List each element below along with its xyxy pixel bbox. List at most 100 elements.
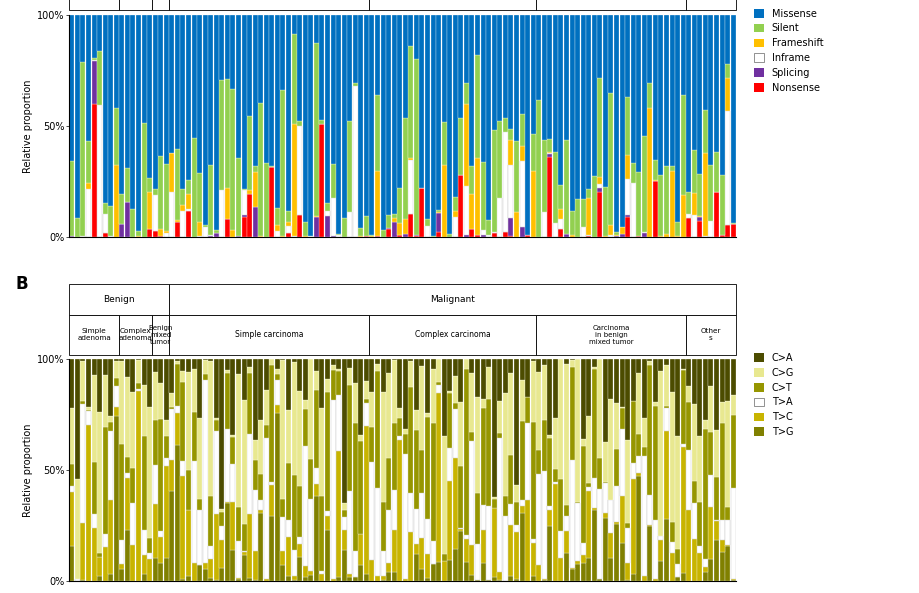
- Bar: [164, 164, 168, 231]
- Bar: [630, 573, 635, 581]
- Bar: [469, 575, 474, 581]
- Bar: [630, 479, 635, 573]
- Bar: [425, 15, 429, 219]
- Bar: [447, 481, 452, 560]
- Bar: [652, 359, 657, 402]
- Bar: [375, 371, 380, 488]
- Bar: [691, 215, 696, 237]
- Bar: [636, 373, 641, 434]
- Bar: [463, 535, 469, 538]
- Bar: [324, 359, 330, 380]
- Bar: [352, 423, 357, 551]
- Bar: [497, 359, 502, 401]
- Bar: [158, 236, 163, 237]
- Bar: [585, 416, 591, 483]
- Bar: [569, 212, 573, 235]
- Bar: [197, 499, 202, 511]
- Bar: [330, 400, 335, 579]
- Bar: [574, 15, 580, 199]
- Bar: [103, 534, 108, 547]
- Bar: [591, 477, 596, 508]
- Bar: [391, 423, 396, 490]
- Bar: [335, 369, 341, 371]
- Y-axis label: Relative proportion: Relative proportion: [23, 79, 33, 173]
- Bar: [80, 580, 85, 581]
- Bar: [602, 514, 607, 518]
- Bar: [180, 382, 186, 461]
- Bar: [480, 162, 485, 229]
- Bar: [164, 466, 168, 557]
- Bar: [596, 15, 602, 78]
- Bar: [191, 563, 197, 581]
- Bar: [514, 485, 518, 502]
- Bar: [463, 186, 469, 235]
- Bar: [153, 505, 157, 558]
- Bar: [69, 486, 74, 492]
- Bar: [602, 482, 607, 483]
- Bar: [469, 432, 474, 441]
- Bar: [364, 216, 369, 236]
- Bar: [308, 359, 313, 458]
- Bar: [474, 493, 480, 544]
- Bar: [108, 206, 113, 236]
- Bar: [280, 236, 285, 237]
- Bar: [607, 500, 613, 533]
- Bar: [291, 34, 296, 124]
- Bar: [618, 15, 624, 227]
- Bar: [613, 524, 618, 581]
- Bar: [669, 542, 674, 553]
- Bar: [441, 554, 447, 561]
- Bar: [541, 212, 546, 237]
- Bar: [430, 15, 435, 236]
- Bar: [224, 219, 230, 237]
- Bar: [258, 15, 263, 103]
- Bar: [375, 236, 380, 237]
- Bar: [386, 359, 391, 372]
- Bar: [341, 550, 346, 581]
- Bar: [80, 236, 85, 237]
- Bar: [213, 359, 219, 418]
- Bar: [264, 425, 268, 438]
- Bar: [91, 461, 96, 514]
- Bar: [253, 490, 257, 551]
- Bar: [153, 15, 157, 189]
- Bar: [508, 525, 513, 576]
- Bar: [602, 15, 607, 187]
- Bar: [97, 105, 102, 237]
- Bar: [425, 519, 429, 554]
- Bar: [364, 381, 369, 398]
- Bar: [369, 0, 536, 11]
- Bar: [114, 361, 119, 378]
- Bar: [153, 315, 169, 355]
- Bar: [514, 212, 518, 237]
- Bar: [702, 15, 707, 110]
- Bar: [302, 445, 307, 566]
- Bar: [242, 190, 246, 215]
- Bar: [213, 580, 219, 581]
- Bar: [397, 359, 402, 408]
- Bar: [275, 369, 279, 374]
- Bar: [713, 521, 719, 540]
- Bar: [491, 15, 496, 130]
- Bar: [297, 15, 301, 120]
- Bar: [391, 222, 396, 237]
- Bar: [441, 122, 447, 165]
- Bar: [275, 225, 279, 231]
- Bar: [618, 227, 624, 234]
- Bar: [380, 502, 385, 551]
- Bar: [397, 235, 402, 237]
- Bar: [147, 229, 152, 237]
- Bar: [380, 359, 385, 392]
- Bar: [430, 236, 435, 237]
- Bar: [97, 15, 102, 50]
- Bar: [419, 366, 424, 450]
- Bar: [730, 359, 735, 395]
- Bar: [547, 15, 551, 139]
- Bar: [403, 15, 407, 119]
- Bar: [125, 168, 130, 202]
- Bar: [719, 552, 724, 581]
- Text: Benign
mixed
tumor: Benign mixed tumor: [148, 324, 173, 345]
- Bar: [641, 15, 646, 136]
- Bar: [386, 572, 391, 581]
- Bar: [114, 416, 119, 581]
